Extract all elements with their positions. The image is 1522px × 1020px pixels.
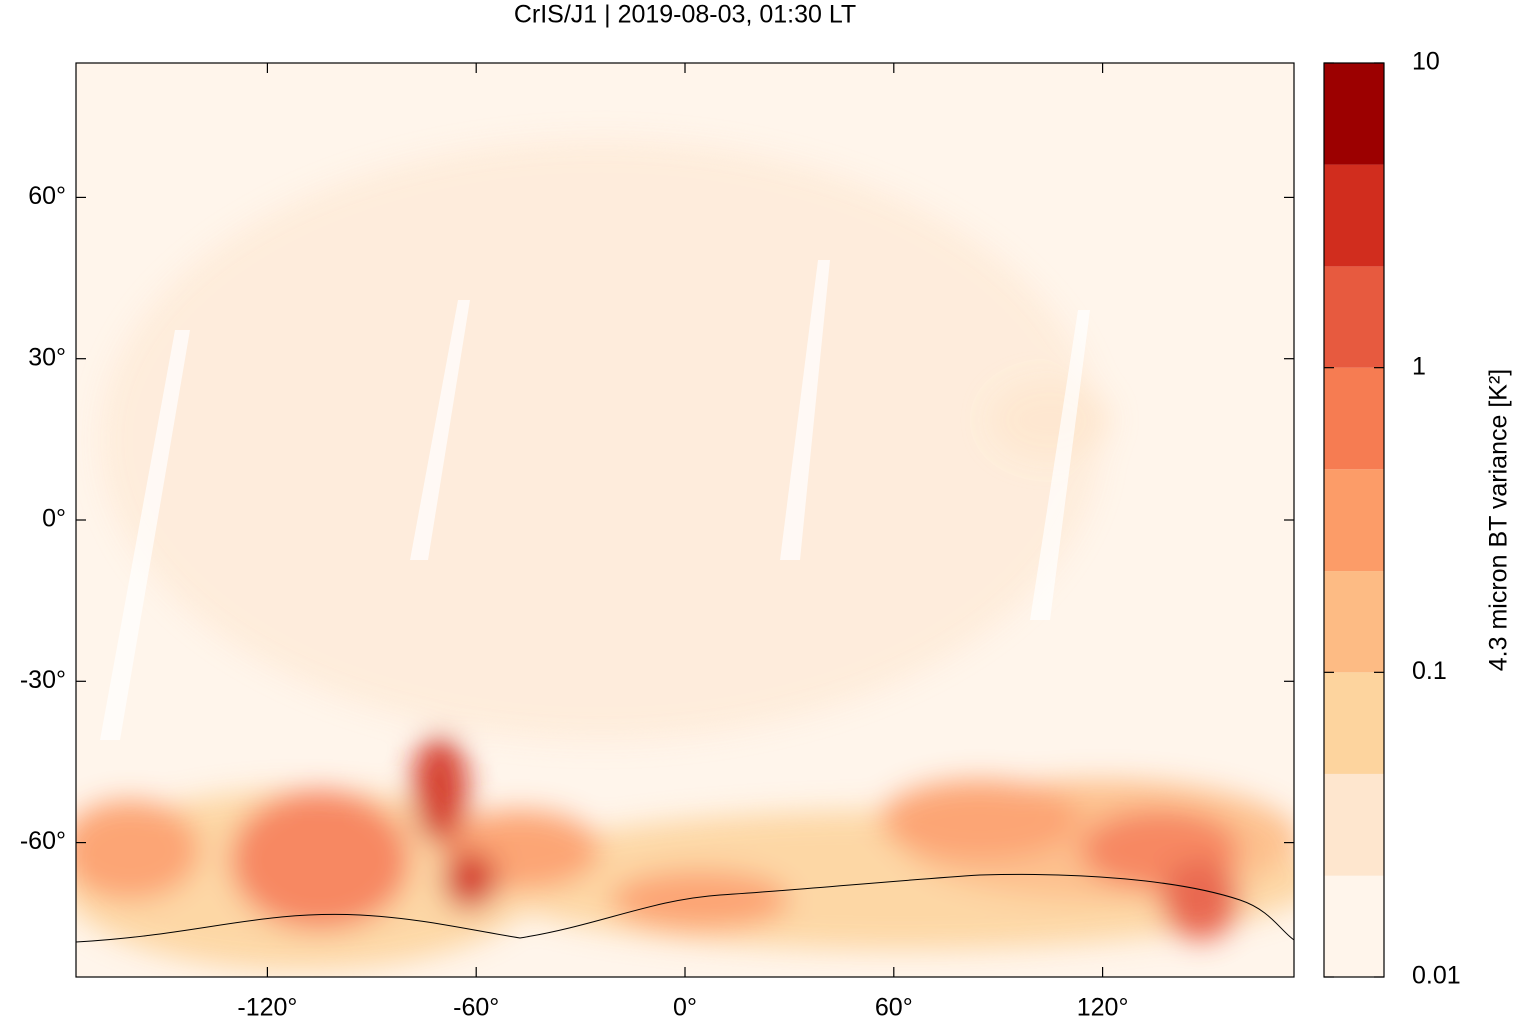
colorbar-tick-label: 10 [1412,48,1440,76]
colorbar-band [1324,63,1384,165]
colorbar-tick-label: 1 [1412,352,1426,380]
colorbar-band [1324,469,1384,572]
colorbar-band [1324,164,1384,267]
x-tick-label: 0° [673,994,697,1020]
y-tick-label: -30° [20,666,66,694]
x-tick-label: -60° [453,994,499,1020]
colorbar-band [1324,773,1384,876]
variance-field [76,140,1294,970]
y-tick-label: 30° [28,343,66,371]
colorbar-tick-label: 0.01 [1412,962,1461,990]
y-tick-label: 60° [28,182,66,210]
colorbar-band [1324,672,1384,774]
x-tick-label: 60° [875,994,913,1020]
y-tick-label: 0° [42,505,66,533]
colorbar-band [1324,571,1384,673]
x-tick-label: -120° [237,994,297,1020]
chart-title: CrIS/J1 | 2019-08-03, 01:30 LT [514,1,856,29]
colorbar-band [1324,875,1384,977]
colorbar-band [1324,266,1384,368]
colorbar-label: 4.3 micron BT variance [K²] [1485,369,1513,671]
colorbar-tick-label: 0.1 [1412,657,1447,685]
x-tick-label: 120° [1077,994,1129,1020]
y-tick-label: -60° [20,827,66,855]
colorbar-band [1324,367,1384,470]
colorbar-frame [1323,62,1385,978]
